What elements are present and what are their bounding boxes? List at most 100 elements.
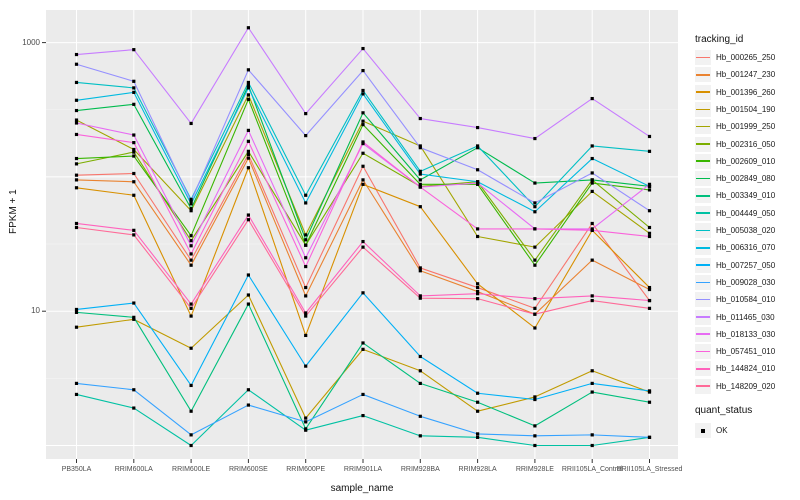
data-point — [476, 125, 480, 130]
data-point — [74, 80, 79, 85]
data-point — [647, 182, 652, 186]
data-point — [533, 263, 537, 267]
data-point — [418, 178, 422, 182]
legend-line-icon — [696, 368, 710, 370]
legend-label: Hb_018133_030 — [716, 329, 776, 339]
data-point — [189, 263, 193, 267]
data-point — [647, 188, 652, 192]
legend-key-swatch — [695, 257, 711, 273]
data-point — [246, 273, 250, 277]
data-point — [189, 121, 193, 126]
data-point — [132, 388, 136, 392]
legend-line-icon — [696, 333, 710, 336]
legend-key-swatch — [695, 326, 711, 342]
data-point — [304, 264, 308, 269]
data-point — [418, 269, 422, 273]
data-point — [74, 173, 79, 177]
data-point — [132, 317, 136, 321]
data-point — [647, 306, 652, 310]
data-point — [74, 307, 79, 312]
data-point — [74, 118, 79, 122]
data-point — [361, 182, 365, 186]
data-point — [74, 325, 79, 329]
data-point — [189, 346, 193, 350]
data-point — [361, 151, 365, 155]
data-point — [304, 201, 308, 205]
data-point — [74, 310, 79, 314]
data-point — [418, 434, 422, 438]
y-axis-title: FPKM + 1 — [8, 189, 19, 234]
data-point — [132, 133, 136, 137]
legend-label: Hb_001247_230 — [716, 70, 776, 80]
data-point — [647, 298, 652, 303]
data-point — [246, 149, 250, 153]
legend-key-swatch — [695, 188, 711, 204]
data-point — [189, 409, 193, 413]
data-point — [246, 403, 250, 407]
data-point — [74, 162, 79, 166]
data-point — [304, 311, 308, 315]
legend-title-quant-status: quant_status — [695, 405, 753, 416]
data-point — [132, 79, 136, 83]
data-point — [246, 26, 250, 30]
legend-label: Hb_007257_050 — [716, 260, 776, 270]
data-point — [132, 154, 136, 158]
data-point — [189, 207, 193, 211]
data-point — [132, 90, 136, 94]
y-tick-label-1000: 1000 — [22, 37, 40, 47]
data-point — [189, 443, 193, 448]
data-point — [533, 245, 537, 249]
legend-line-icon — [696, 160, 710, 163]
data-point — [132, 301, 136, 305]
data-point — [361, 123, 365, 127]
legend-line-icon — [696, 350, 710, 353]
x-tick-label-RRIM600LE: RRIM600LE — [172, 466, 211, 473]
legend-label: Hb_010584_010 — [716, 295, 776, 305]
data-point — [476, 227, 480, 231]
legend-key-swatch — [695, 136, 711, 152]
legend-line-icon — [696, 246, 710, 249]
data-point — [189, 252, 193, 256]
data-point — [647, 435, 652, 439]
data-point — [533, 395, 537, 399]
data-point — [647, 134, 652, 139]
legend-line-icon — [696, 73, 710, 76]
legend-label: Hb_001396_260 — [716, 87, 776, 97]
data-point — [304, 112, 308, 116]
data-point — [533, 306, 537, 310]
panel-background — [46, 10, 678, 459]
data-point — [590, 181, 594, 185]
legend-label: Hb_148209_020 — [716, 381, 776, 391]
data-point — [189, 209, 193, 213]
data-point — [476, 146, 480, 150]
legend-key-swatch — [695, 292, 711, 308]
data-point — [246, 293, 250, 297]
data-point — [361, 141, 365, 146]
legend-key-swatch — [695, 240, 711, 256]
data-point — [132, 180, 136, 184]
data-point — [418, 369, 422, 373]
data-point — [476, 289, 480, 294]
data-point — [74, 156, 79, 161]
data-point — [418, 296, 422, 300]
data-point — [189, 383, 193, 388]
data-point — [476, 282, 480, 286]
x-axis-title: sample_name — [330, 483, 394, 494]
data-point — [361, 347, 365, 351]
legend-key-swatch — [695, 205, 711, 221]
data-point — [418, 116, 422, 121]
legend-key-swatch — [695, 378, 711, 394]
data-point — [361, 88, 365, 93]
data-point — [246, 128, 250, 132]
data-point — [361, 164, 365, 168]
legend-key-swatch — [695, 84, 711, 100]
data-point — [476, 234, 480, 239]
legend-line-icon — [696, 229, 710, 232]
legend-key-swatch — [695, 274, 711, 290]
data-point — [246, 218, 250, 222]
legend-key-swatch — [695, 119, 711, 135]
legend-line-icon — [696, 316, 710, 318]
data-point — [246, 156, 250, 160]
data-point — [132, 150, 136, 154]
data-point — [476, 391, 480, 395]
